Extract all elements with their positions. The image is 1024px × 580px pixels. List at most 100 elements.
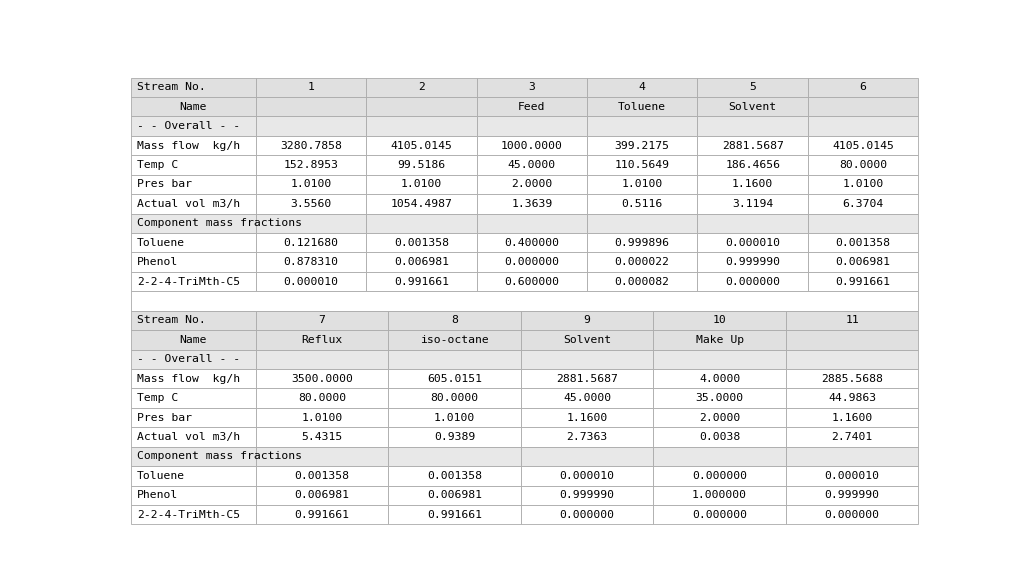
Bar [785, 408, 919, 427]
Text: 1.1600: 1.1600 [732, 179, 773, 190]
Text: 0.006981: 0.006981 [427, 490, 482, 501]
Bar [521, 466, 653, 485]
Text: 0.006981: 0.006981 [836, 257, 891, 267]
Text: 0.991661: 0.991661 [394, 277, 449, 287]
Bar [388, 447, 521, 466]
Bar [131, 291, 919, 311]
Bar [366, 233, 476, 252]
Bar [521, 427, 653, 447]
Bar [366, 175, 476, 194]
Text: Mass flow  kg/h: Mass flow kg/h [137, 140, 240, 151]
Bar [653, 408, 785, 427]
Text: 0.001358: 0.001358 [427, 471, 482, 481]
Bar [785, 350, 919, 369]
Bar [131, 97, 256, 117]
Text: Toluene: Toluene [137, 238, 185, 248]
Text: Toluene: Toluene [137, 471, 185, 481]
Bar [256, 117, 366, 136]
Bar [256, 369, 388, 389]
Bar [653, 505, 785, 524]
Text: 0.000010: 0.000010 [824, 471, 880, 481]
Text: 0.999990: 0.999990 [824, 490, 880, 501]
Text: 6.3704: 6.3704 [843, 199, 884, 209]
Text: Make Up: Make Up [695, 335, 743, 345]
Text: 1.000000: 1.000000 [692, 490, 748, 501]
Bar [256, 78, 366, 97]
Bar [256, 136, 366, 155]
Text: 80.0000: 80.0000 [430, 393, 478, 403]
Text: 2.7363: 2.7363 [566, 432, 607, 442]
Text: Component mass fractions: Component mass fractions [137, 451, 302, 462]
Bar [808, 155, 919, 175]
Text: Mass flow  kg/h: Mass flow kg/h [137, 374, 240, 384]
Bar [366, 155, 476, 175]
Text: Actual vol m3/h: Actual vol m3/h [137, 432, 240, 442]
Text: 0.999990: 0.999990 [559, 490, 614, 501]
Bar [388, 408, 521, 427]
Text: 35.0000: 35.0000 [695, 393, 743, 403]
Bar [587, 97, 697, 117]
Bar [388, 427, 521, 447]
Text: Pres bar: Pres bar [137, 179, 191, 190]
Text: Toluene: Toluene [618, 102, 667, 112]
Bar [808, 97, 919, 117]
Text: 152.8953: 152.8953 [284, 160, 338, 170]
Bar [256, 408, 388, 427]
Bar [697, 136, 808, 155]
Text: 0.006981: 0.006981 [394, 257, 449, 267]
Text: 3280.7858: 3280.7858 [280, 140, 342, 151]
Bar [388, 369, 521, 389]
Text: 2: 2 [418, 82, 425, 92]
Bar [653, 311, 785, 330]
Text: 1000.0000: 1000.0000 [501, 140, 563, 151]
Bar [131, 350, 256, 369]
Text: 1.0100: 1.0100 [434, 412, 475, 423]
Bar [256, 252, 366, 272]
Bar [366, 213, 476, 233]
Bar [256, 233, 366, 252]
Text: 0.991661: 0.991661 [427, 510, 482, 520]
Text: 0.991661: 0.991661 [836, 277, 891, 287]
Bar [653, 369, 785, 389]
Bar [388, 485, 521, 505]
Bar [256, 447, 388, 466]
Text: 0.000000: 0.000000 [559, 510, 614, 520]
Bar [697, 175, 808, 194]
Text: 10: 10 [713, 316, 726, 325]
Bar [256, 155, 366, 175]
Bar [256, 311, 388, 330]
Bar [366, 272, 476, 291]
Text: 0.000000: 0.000000 [692, 471, 748, 481]
Text: 0.600000: 0.600000 [504, 277, 559, 287]
Text: 0.0038: 0.0038 [699, 432, 740, 442]
Bar [521, 389, 653, 408]
Bar [256, 505, 388, 524]
Bar [521, 311, 653, 330]
Bar [256, 97, 366, 117]
Bar [256, 213, 366, 233]
Bar [388, 505, 521, 524]
Bar [653, 350, 785, 369]
Text: 0.5116: 0.5116 [622, 199, 663, 209]
Text: 5.4315: 5.4315 [301, 432, 342, 442]
Text: 0.001358: 0.001358 [836, 238, 891, 248]
Text: 0.000000: 0.000000 [725, 277, 780, 287]
Text: 99.5186: 99.5186 [397, 160, 445, 170]
Bar [587, 272, 697, 291]
Text: 0.999990: 0.999990 [725, 257, 780, 267]
Bar [808, 213, 919, 233]
Text: 0.001358: 0.001358 [294, 471, 349, 481]
Text: 45.0000: 45.0000 [563, 393, 611, 403]
Text: 1.0100: 1.0100 [843, 179, 884, 190]
Text: 1.0100: 1.0100 [400, 179, 442, 190]
Bar [808, 194, 919, 213]
Text: 11: 11 [845, 316, 859, 325]
Text: 0.000022: 0.000022 [614, 257, 670, 267]
Text: 1.1600: 1.1600 [566, 412, 607, 423]
Bar [256, 466, 388, 485]
Bar [476, 117, 587, 136]
Bar [131, 136, 256, 155]
Bar [785, 447, 919, 466]
Bar [697, 155, 808, 175]
Text: 2-2-4-TriMth-C5: 2-2-4-TriMth-C5 [137, 277, 240, 287]
